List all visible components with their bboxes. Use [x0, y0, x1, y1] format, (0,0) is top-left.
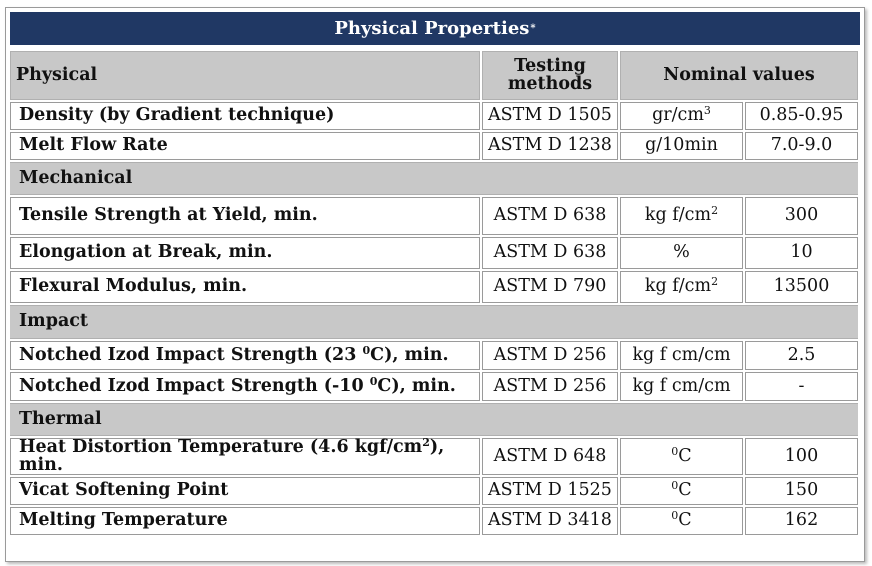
header-nominal-values: Nominal values [620, 51, 858, 100]
unit: % [620, 237, 743, 269]
nominal-value: 10 [745, 237, 858, 269]
unit: 0C [620, 438, 743, 475]
header-physical: Physical [10, 51, 480, 100]
table-row: Vicat Softening Point ASTM D 1525 0C 150 [10, 477, 858, 505]
property-name: Tensile Strength at Yield, min. [10, 197, 480, 235]
unit: 0C [620, 507, 743, 535]
table-row: Tensile Strength at Yield, min. ASTM D 6… [10, 197, 858, 235]
test-method: ASTM D 256 [482, 372, 618, 401]
property-text: Notched Izod Impact Strength (-10 [19, 375, 370, 396]
unit: 0C [620, 477, 743, 505]
table-row: Flexural Modulus, min. ASTM D 790 kg f/c… [10, 271, 858, 303]
nominal-value: 100 [745, 438, 858, 475]
unit-superscript: 2 [711, 204, 719, 218]
test-method: ASTM D 790 [482, 271, 618, 303]
table-row: Melt Flow Rate ASTM D 1238 g/10min 7.0-9… [10, 132, 858, 160]
unit-text: gr/cm [652, 105, 704, 126]
test-method: ASTM D 638 [482, 237, 618, 269]
unit-text: C [678, 510, 692, 531]
unit: kg f/cm2 [620, 271, 743, 303]
table-title: Physical Properties * [10, 12, 860, 45]
nominal-value: 300 [745, 197, 858, 235]
nominal-value: 162 [745, 507, 858, 535]
test-method: ASTM D 638 [482, 197, 618, 235]
unit-text: kg f/cm [644, 276, 712, 297]
title-text: Physical Properties [334, 18, 530, 39]
unit-superscript: 0 [671, 444, 679, 458]
property-name: Flexural Modulus, min. [10, 271, 480, 303]
section-row-mechanical: Mechanical [10, 162, 858, 195]
property-text-tail: ), min. [19, 437, 445, 475]
property-name: Elongation at Break, min. [10, 237, 480, 269]
property-name: Vicat Softening Point [10, 477, 480, 505]
section-row-thermal: Thermal [10, 403, 858, 436]
nominal-value: - [745, 372, 858, 401]
table-row: Heat Distortion Temperature (4.6 kgf/cm2… [10, 436, 858, 475]
header-testing-line1: Testing [514, 56, 586, 76]
unit-superscript: 0 [671, 509, 679, 523]
section-title: Impact [10, 305, 858, 339]
unit: kg f cm/cm [620, 341, 743, 370]
test-method: ASTM D 1525 [482, 477, 618, 505]
property-text: Notched Izod Impact Strength (23 [19, 344, 363, 365]
nominal-value: 150 [745, 477, 858, 505]
properties-table: Physical Testing methods Nominal values D… [8, 49, 860, 537]
nominal-value: 7.0-9.0 [745, 132, 858, 160]
unit: kg f cm/cm [620, 372, 743, 401]
property-name: Melting Temperature [10, 507, 480, 535]
unit-superscript: 3 [703, 104, 711, 118]
table-row: Melting Temperature ASTM D 3418 0C 162 [10, 507, 858, 535]
property-superscript: 0 [369, 374, 378, 388]
nominal-value: 13500 [745, 271, 858, 303]
test-method: ASTM D 1505 [482, 102, 618, 130]
nominal-value: 0.85-0.95 [745, 102, 858, 130]
test-method: ASTM D 1238 [482, 132, 618, 160]
table-row: Notched Izod Impact Strength (23 0C), mi… [10, 341, 858, 370]
property-superscript: 2 [422, 436, 430, 449]
property-text: Heat Distortion Temperature (4.6 kgf/cm [19, 437, 423, 457]
header-testing-line2: methods [507, 73, 593, 94]
property-text-tail: C), min. [377, 375, 456, 396]
nominal-value: 2.5 [745, 341, 858, 370]
unit-superscript: 2 [711, 275, 719, 289]
table-row: Elongation at Break, min. ASTM D 638 % 1… [10, 237, 858, 269]
unit-text: C [678, 480, 692, 501]
header-testing-methods: Testing methods [482, 51, 618, 100]
table-row: Density (by Gradient technique) ASTM D 1… [10, 102, 858, 130]
property-name: Notched Izod Impact Strength (23 0C), mi… [10, 341, 480, 370]
unit: g/10min [620, 132, 743, 160]
section-title: Mechanical [10, 162, 858, 195]
unit-text: C [678, 445, 692, 466]
unit: kg f/cm2 [620, 197, 743, 235]
unit-text: kg f/cm [644, 205, 712, 226]
property-name: Melt Flow Rate [10, 132, 480, 160]
test-method: ASTM D 3418 [482, 507, 618, 535]
property-name: Density (by Gradient technique) [10, 102, 480, 130]
test-method: ASTM D 256 [482, 341, 618, 370]
header-row: Physical Testing methods Nominal values [10, 51, 858, 100]
table-row: Notched Izod Impact Strength (-10 0C), m… [10, 372, 858, 401]
property-name: Heat Distortion Temperature (4.6 kgf/cm2… [10, 436, 480, 475]
test-method: ASTM D 648 [482, 438, 618, 475]
section-row-impact: Impact [10, 305, 858, 339]
unit-superscript: 0 [671, 479, 679, 493]
property-superscript: 0 [362, 343, 371, 357]
property-text-tail: C), min. [370, 344, 449, 365]
property-name: Notched Izod Impact Strength (-10 0C), m… [10, 372, 480, 401]
section-title: Thermal [10, 403, 858, 436]
unit: gr/cm3 [620, 102, 743, 130]
